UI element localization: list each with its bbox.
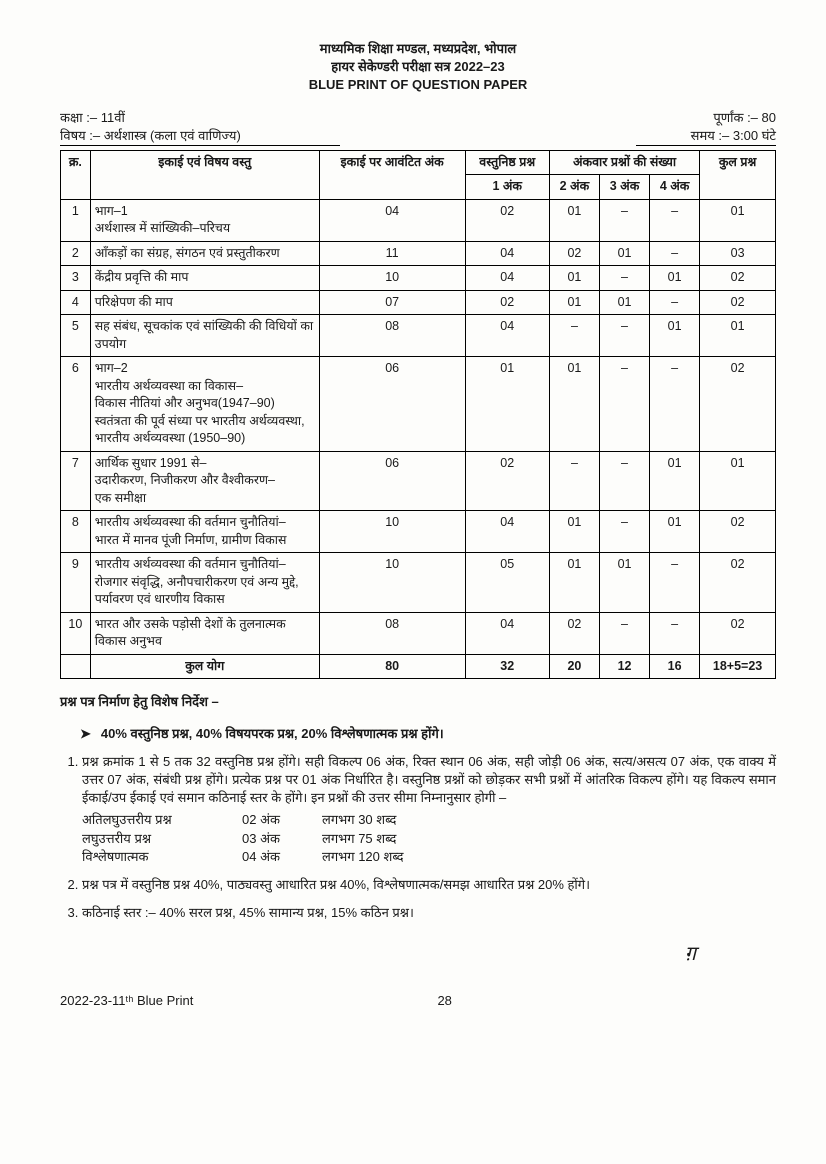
th-m4: 4 अंक [650, 175, 700, 200]
instruction-item-3: कठिनाई स्तर :– 40% सरल प्रश्न, 45% सामान… [82, 904, 776, 922]
th-sn: क्र. [61, 150, 91, 199]
class-label: कक्षा :– 11वीं [60, 109, 418, 127]
instruction-text-1: प्रश्न क्रमांक 1 से 5 तक 32 वस्तुनिष्ठ प… [82, 754, 776, 805]
table-row: 4परिक्षेपण की माप07020101–02 [61, 290, 776, 315]
sublist-row: लघुउत्तरीय प्रश्न03 अंकलगभग 75 शब्द [82, 830, 776, 848]
th-m2: 2 अंक [549, 175, 599, 200]
table-row: 5सह संबंध, सूचकांक एवं सांख्यिकी की विधि… [61, 315, 776, 357]
table-total-row: कुल योग803220121618+5=23 [61, 654, 776, 679]
instructions-highlight: 40% वस्तुनिष्ठ प्रश्न, 40% विषयपरक प्रश्… [80, 725, 776, 743]
th-markwise: अंकवार प्रश्नों की संख्या [549, 150, 699, 175]
table-row: 1भाग–1अर्थशास्त्र में सांख्यिकी–परिचय040… [61, 199, 776, 241]
sublist-row: अतिलघुउत्तरीय प्रश्न02 अंकलगभग 30 शब्द [82, 811, 776, 829]
table-body: 1भाग–1अर्थशास्त्र में सांख्यिकी–परिचय040… [61, 199, 776, 679]
meta-row: कक्षा :– 11वीं विषय :– अर्थशास्त्र (कला … [60, 109, 776, 146]
time-label: समय :– 3:00 घंटे [636, 127, 776, 146]
table-row: 2आँकड़ों का संग्रह, संगठन एवं प्रस्तुतीक… [61, 241, 776, 266]
full-marks-label: पूर्णांक :– 80 [636, 109, 776, 127]
footer-page: 28 [437, 992, 451, 1010]
document-header: माध्यमिक शिक्षा मण्डल, मध्यप्रदेश, भोपाल… [60, 40, 776, 95]
table-row: 3केंद्रीय प्रवृत्ति की माप100401–0102 [61, 266, 776, 291]
th-m1: 1 अंक [465, 175, 549, 200]
footer-left: 2022-23-11ᵗʰ Blue Print [60, 992, 193, 1010]
table-row: 6भाग–2भारतीय अर्थव्यवस्था का विकास–विकास… [61, 357, 776, 452]
table-row: 10भारत और उसके पड़ोसी देशों के तुलनात्मक… [61, 612, 776, 654]
subject-label: विषय :– अर्थशास्त्र (कला एवं वाणिज्य) [60, 127, 340, 146]
header-line-3: BLUE PRINT OF QUESTION PAPER [60, 76, 776, 94]
th-allotted: इकाई पर आवंटित अंक [319, 150, 465, 199]
meta-left: कक्षा :– 11वीं विषय :– अर्थशास्त्र (कला … [60, 109, 418, 146]
table-row: 9भारतीय अर्थव्यवस्था की वर्तमान चुनौतिया… [61, 553, 776, 613]
instructions-list: प्रश्न क्रमांक 1 से 5 तक 32 वस्तुनिष्ठ प… [60, 753, 776, 923]
sublist-row: विश्लेषणात्मक04 अंकलगभग 120 शब्द [82, 848, 776, 866]
table-head: क्र. इकाई एवं विषय वस्तु इकाई पर आवंटित … [61, 150, 776, 199]
instruction-item-1: प्रश्न क्रमांक 1 से 5 तक 32 वस्तुनिष्ठ प… [82, 753, 776, 866]
th-obj: वस्तुनिष्ठ प्रश्न [465, 150, 549, 175]
th-unit: इकाई एवं विषय वस्तु [90, 150, 319, 199]
page-footer: 2022-23-11ᵗʰ Blue Print 28 [60, 992, 776, 1010]
th-total: कुल प्रश्न [700, 150, 776, 199]
instruction-item-2: प्रश्न पत्र में वस्तुनिष्ठ प्रश्न 40%, प… [82, 876, 776, 894]
header-line-2: हायर सेकेण्डरी परीक्षा सत्र 2022–23 [60, 58, 776, 76]
instructions-title: प्रश्न पत्र निर्माण हेतु विशेष निर्देश – [60, 693, 776, 711]
signature: ग़ [60, 940, 776, 968]
header-line-1: माध्यमिक शिक्षा मण्डल, मध्यप्रदेश, भोपाल [60, 40, 776, 58]
table-row: 7आर्थिक सुधार 1991 से–उदारीकरण, निजीकरण … [61, 451, 776, 511]
meta-right: पूर्णांक :– 80 समय :– 3:00 घंटे [636, 109, 776, 146]
word-limit-sublist: अतिलघुउत्तरीय प्रश्न02 अंकलगभग 30 शब्दलघ… [82, 811, 776, 866]
blueprint-table: क्र. इकाई एवं विषय वस्तु इकाई पर आवंटित … [60, 150, 776, 680]
th-m3: 3 अंक [599, 175, 649, 200]
table-row: 8भारतीय अर्थव्यवस्था की वर्तमान चुनौतिया… [61, 511, 776, 553]
